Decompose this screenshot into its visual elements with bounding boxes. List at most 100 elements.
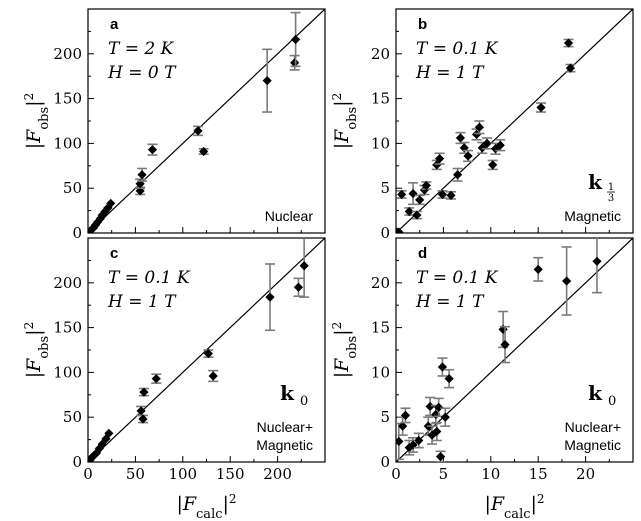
k-vector-label: k (588, 170, 603, 194)
data-point (432, 426, 442, 437)
data-point (398, 421, 408, 431)
condition-label: T = 0.1 K (108, 268, 191, 288)
data-point (136, 406, 146, 416)
y-tick-label: 10 (371, 134, 390, 152)
data-point (293, 282, 304, 292)
k-subscript-numerator: 1 (608, 182, 614, 193)
data-point (440, 412, 450, 422)
panel-b: 0 5 10 15 20 b T = 0.1 K H = 1 T Magnetic k 13 |Fob… (330, 8, 634, 242)
data-point (415, 195, 425, 205)
data-point (563, 38, 574, 48)
data-point (262, 76, 272, 86)
data-point (408, 440, 418, 450)
data-point (397, 189, 407, 200)
x-tick-label: 15 (529, 465, 548, 483)
x-tick-label: 100 (168, 465, 197, 483)
x-tick-label: 150 (216, 465, 245, 483)
y-axis-label: |Fobs|2 (22, 93, 52, 149)
data-point (432, 160, 442, 170)
condition-label: H = 1 T (415, 63, 485, 83)
data-point (488, 160, 498, 170)
data-point (404, 206, 414, 217)
data-point (91, 448, 102, 458)
data-point (446, 190, 456, 200)
condition-label: H = 1 T (415, 292, 485, 312)
data-point (396, 227, 404, 233)
x-axis-label: |Fcalc|2 (484, 492, 544, 521)
data-point (97, 439, 107, 449)
condition-label: H = 1 T (107, 292, 177, 312)
y-tick-label: 20 (371, 45, 390, 63)
data-point (437, 362, 448, 372)
data-point (147, 145, 158, 155)
data-point (434, 402, 444, 412)
panel-letter: c (110, 245, 118, 262)
condition-label: T = 0.1 K (416, 39, 499, 59)
y-tick-label: 5 (380, 179, 390, 197)
data-point (421, 180, 431, 191)
data-point (101, 434, 111, 444)
k-subscript: 0 (300, 394, 308, 409)
panel-caption: Magnetic (564, 437, 621, 453)
data-area (396, 9, 633, 233)
data-point (106, 198, 116, 209)
y-tick-label: 50 (63, 408, 82, 426)
data-point (437, 189, 448, 200)
data-point (463, 151, 473, 161)
data-point (435, 452, 446, 462)
data-point (592, 256, 602, 266)
data-point (533, 264, 543, 274)
data-point (291, 34, 301, 45)
k-subscript-denominator: 3 (608, 193, 614, 204)
panel-caption: Magnetic (256, 437, 313, 453)
y-axis-label: |Fobs|2 (330, 93, 360, 149)
x-tick-label: 200 (263, 465, 292, 483)
data-area (88, 238, 325, 462)
data-point (565, 63, 576, 73)
x-tick-label: 20 (576, 465, 595, 483)
y-tick-label: 150 (53, 90, 82, 108)
data-point (137, 170, 147, 180)
identity-line (88, 9, 325, 233)
x-tick-label: 50 (126, 465, 145, 483)
panel-letter: a (110, 16, 119, 33)
data-point (474, 122, 485, 132)
panel-caption: Nuclear (265, 208, 314, 224)
data-point (151, 374, 161, 384)
y-tick-label: 0 (380, 224, 390, 242)
y-tick-label: 200 (53, 274, 82, 292)
y-tick-label: 0 (72, 453, 82, 471)
data-point (139, 387, 149, 397)
k-vector-label: k (588, 381, 603, 405)
data-point (471, 129, 482, 140)
data-point (455, 133, 466, 143)
data-point (97, 210, 107, 220)
data-point (299, 261, 309, 271)
data-point (89, 451, 99, 461)
y-tick-label: 50 (63, 179, 82, 197)
k-vector-label: k (280, 381, 295, 405)
data-point (208, 371, 218, 381)
data-point (396, 436, 404, 446)
data-point (265, 292, 275, 302)
identity-line (396, 238, 633, 462)
data-point (414, 435, 424, 446)
data-point (408, 188, 418, 199)
y-tick-label: 100 (53, 134, 82, 152)
data-point (500, 340, 510, 350)
condition-label: H = 0 T (107, 63, 177, 83)
panel-caption: Nuclear+ (257, 419, 313, 435)
y-tick-label: 200 (53, 45, 82, 63)
k-subscript: 0 (608, 394, 616, 409)
data-point (477, 143, 487, 153)
panel-letter: b (418, 16, 427, 33)
y-tick-label: 0 (380, 453, 390, 471)
data-point (400, 410, 411, 421)
data-point (490, 144, 501, 154)
data-area (396, 238, 633, 462)
y-axis-label: |Fobs|2 (22, 322, 52, 378)
data-point (498, 324, 508, 334)
data-area (88, 9, 325, 233)
y-tick-label: 15 (371, 319, 390, 337)
data-point (203, 348, 213, 359)
